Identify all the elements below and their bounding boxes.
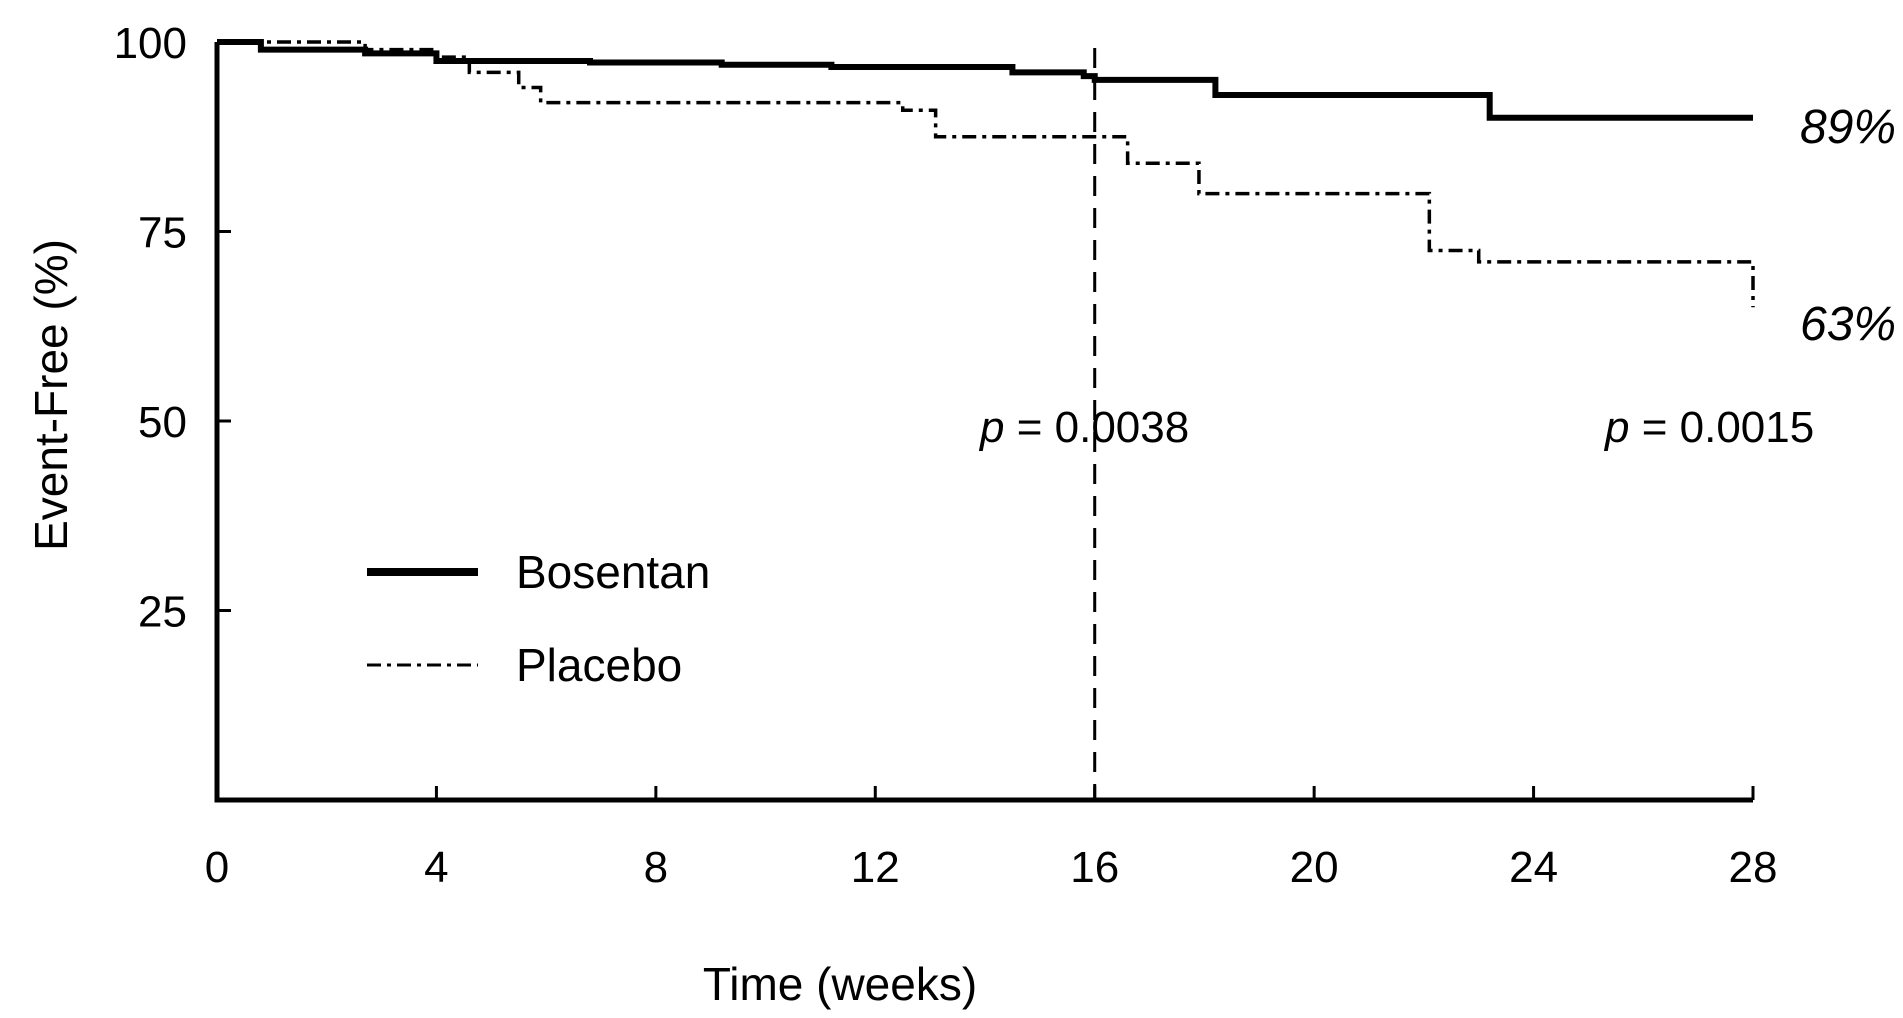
series-bosentan — [217, 39, 1753, 121]
p-value-week16: p = 0.0038 — [978, 403, 1189, 452]
bosentan-end-label: 89% — [1800, 101, 1896, 154]
p-value-week28: p = 0.0015 — [1603, 403, 1814, 452]
x-axis-title: Time (weeks) — [703, 958, 977, 1010]
x-tick-label-20: 20 — [1290, 843, 1339, 892]
placebo-end-label: 63% — [1800, 298, 1896, 351]
legend: Bosentan Placebo — [367, 546, 710, 691]
legend-label-placebo: Placebo — [516, 639, 682, 691]
y-tick-label-100: 100 — [114, 19, 187, 68]
x-tick-label-16: 16 — [1070, 843, 1119, 892]
legend-label-bosentan: Bosentan — [516, 546, 710, 598]
x-tick-label-0: 0 — [205, 843, 229, 892]
p-rest-16: = 0.0038 — [1004, 403, 1189, 452]
y-tick-label-75: 75 — [138, 209, 187, 258]
ticks: 0 4 8 12 16 20 24 28 25 50 75 100 — [114, 19, 1778, 892]
x-tick-label-28: 28 — [1729, 843, 1778, 892]
p-var-28: p — [1603, 403, 1629, 452]
p-var-16: p — [978, 403, 1004, 452]
y-axis-title: Event-Free (%) — [25, 239, 77, 551]
series-placebo — [217, 40, 1755, 308]
y-tick-label-50: 50 — [138, 398, 187, 447]
p-rest-28: = 0.0015 — [1629, 403, 1814, 452]
x-tick-label-12: 12 — [851, 843, 900, 892]
x-tick-label-24: 24 — [1509, 843, 1558, 892]
x-tick-label-8: 8 — [644, 843, 668, 892]
y-tick-label-25: 25 — [138, 588, 187, 637]
x-tick-label-4: 4 — [424, 843, 448, 892]
series-group — [217, 39, 1755, 308]
